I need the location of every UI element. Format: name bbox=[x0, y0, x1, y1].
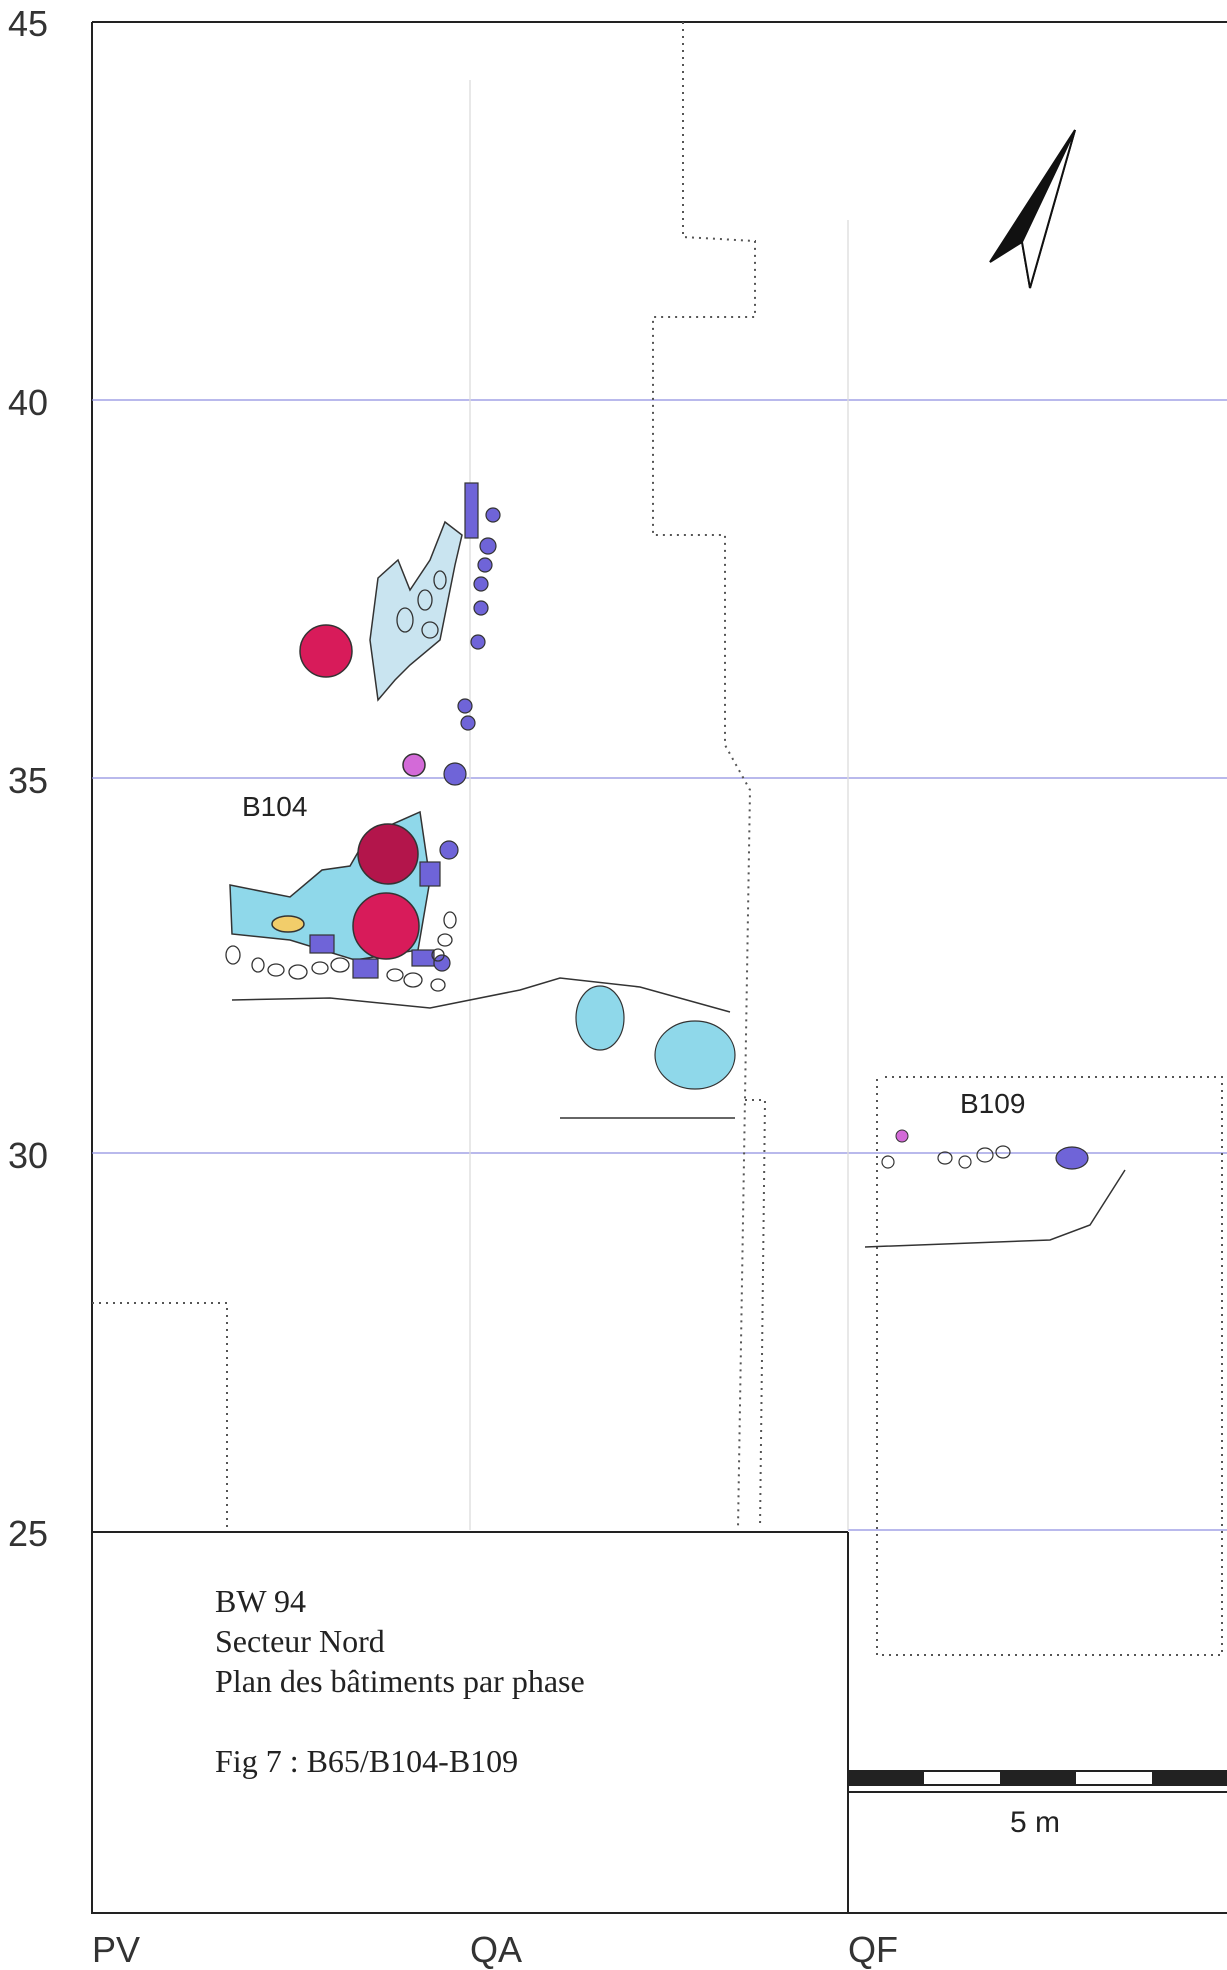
blue-stone bbox=[1055, 1146, 1089, 1170]
y-axis-label: 25 bbox=[8, 1513, 48, 1554]
blue-stone bbox=[411, 949, 435, 967]
pink-feature bbox=[402, 753, 426, 777]
x-axis-label: QF bbox=[848, 1929, 898, 1970]
post-hole bbox=[357, 823, 419, 885]
blue-stone bbox=[473, 576, 489, 592]
blue-stone bbox=[352, 958, 379, 979]
blue-stone bbox=[309, 934, 335, 954]
excavation-outline bbox=[92, 22, 1223, 1656]
pit bbox=[575, 985, 625, 1051]
caption-figure: Fig 7 : B65/B104-B109 bbox=[215, 1743, 518, 1779]
blue-stone bbox=[443, 762, 467, 786]
blue-stone bbox=[477, 557, 493, 573]
blue-stone bbox=[473, 600, 489, 616]
y-axis-label: 45 bbox=[8, 3, 48, 44]
caption-sector: Secteur Nord bbox=[215, 1623, 385, 1659]
hearth bbox=[271, 915, 305, 933]
post-hole bbox=[352, 892, 420, 960]
scale-bar bbox=[847, 1770, 1227, 1786]
grid-lines bbox=[92, 80, 1227, 1531]
wall-line bbox=[231, 977, 731, 1013]
caption-box bbox=[92, 1531, 1227, 1913]
building-b109-features bbox=[864, 1129, 1126, 1248]
pit bbox=[654, 1020, 736, 1090]
wall-line bbox=[864, 1169, 1126, 1248]
north-arrow-icon bbox=[989, 129, 1076, 289]
building-label-b109: B109 bbox=[960, 1088, 1025, 1119]
y-axis-label: 35 bbox=[8, 760, 48, 801]
post-hole bbox=[299, 624, 353, 678]
caption-title: Plan des bâtiments par phase bbox=[215, 1663, 585, 1699]
scale-label: 5 m bbox=[1010, 1806, 1060, 1839]
y-axis-label: 30 bbox=[8, 1135, 48, 1176]
blue-stone bbox=[464, 482, 479, 539]
blue-stone bbox=[419, 861, 441, 887]
blue-stone bbox=[460, 715, 476, 731]
x-axis-label: QA bbox=[470, 1929, 522, 1970]
building-b104-features bbox=[225, 482, 736, 1119]
blue-stone bbox=[479, 537, 497, 555]
building-label-b104: B104 bbox=[242, 791, 307, 822]
pink-feature bbox=[895, 1129, 909, 1143]
stone-rubble bbox=[369, 520, 463, 702]
blue-stone bbox=[485, 507, 501, 523]
blue-stone bbox=[457, 698, 473, 714]
y-axis-label: 40 bbox=[8, 382, 48, 423]
blue-stone bbox=[433, 954, 451, 972]
x-axis-label: PV bbox=[92, 1929, 140, 1970]
blue-stone bbox=[439, 840, 459, 860]
blue-stone bbox=[470, 634, 486, 650]
caption-site: BW 94 bbox=[215, 1583, 306, 1619]
